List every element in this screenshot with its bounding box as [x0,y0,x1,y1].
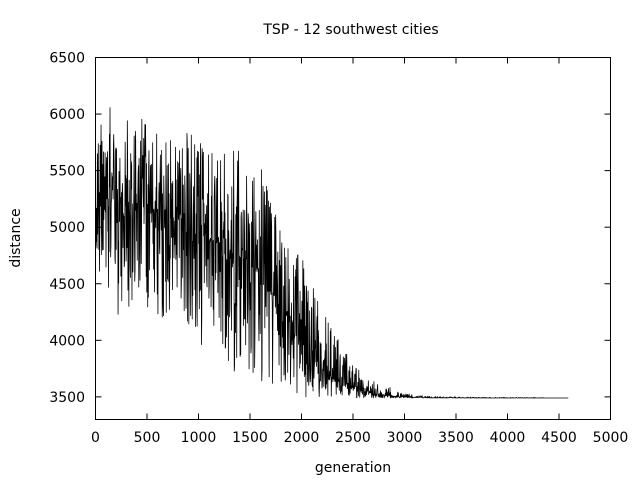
x-tick-label: 3500 [438,430,474,446]
y-tick-label: 5000 [49,220,85,236]
y-tick-label: 6500 [49,51,85,67]
x-tick-label: 3000 [387,430,423,446]
y-tick-label: 4500 [49,277,85,293]
y-tick-label: 3500 [49,390,85,406]
chart-title: TSP - 12 southwest cities [262,22,438,38]
y-axis: 3500 4000 4500 5000 5500 6000 6500 [49,51,611,406]
y-tick-label: 6000 [49,107,85,123]
x-tick-label: 0 [91,430,100,446]
x-axis-label: generation [315,460,391,476]
x-tick-label: 2000 [284,430,320,446]
plot-area [95,107,569,399]
x-tick-label: 4500 [541,430,577,446]
x-tick-label: 1000 [181,430,217,446]
y-tick-label: 5500 [49,164,85,180]
x-tick-label: 1500 [232,430,268,446]
x-tick-label: 4000 [490,430,526,446]
x-tick-label: 5000 [593,430,629,446]
x-axis: 0 500 1000 1500 2000 2500 3000 3500 4000 4500 5000 [91,57,629,446]
x-tick-label: 2500 [335,430,371,446]
series-line [95,107,569,399]
y-axis-label: distance [8,208,24,267]
y-tick-label: 4000 [49,333,85,349]
x-tick-label: 500 [134,430,161,446]
